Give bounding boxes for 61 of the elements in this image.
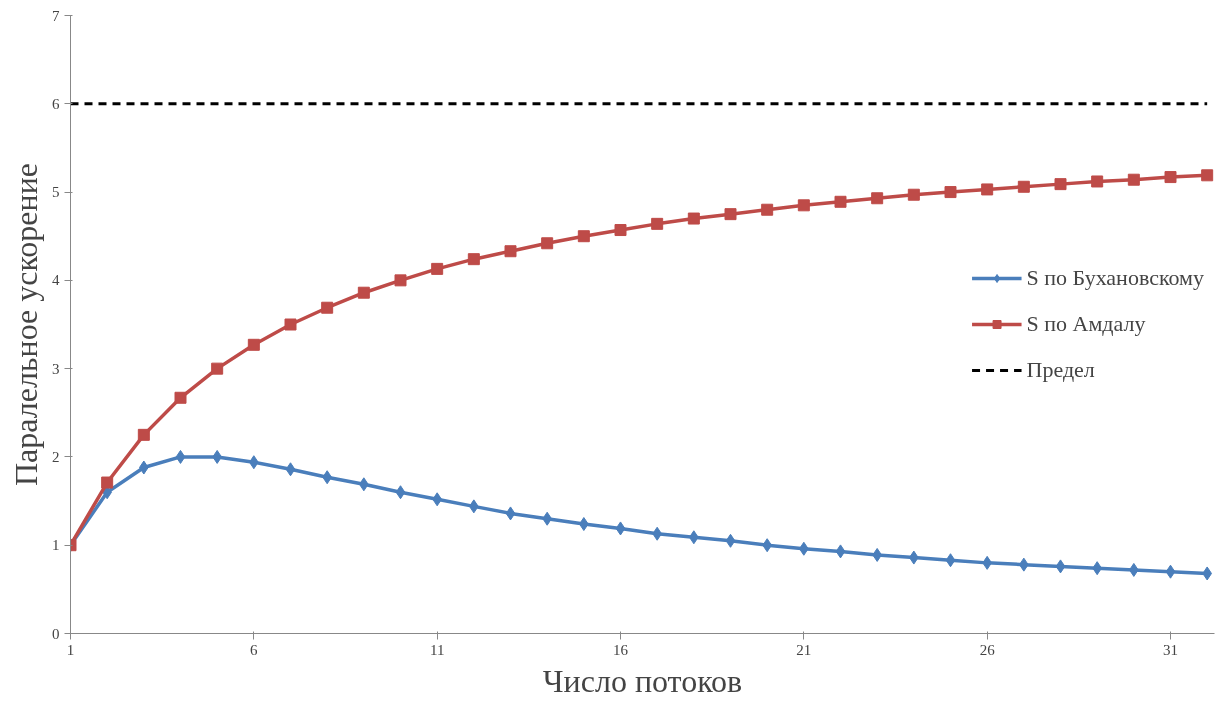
point <box>247 338 260 351</box>
point <box>1165 564 1176 579</box>
point <box>797 199 810 212</box>
point <box>614 224 627 237</box>
point <box>761 203 774 216</box>
point <box>615 521 626 536</box>
point <box>1055 559 1066 574</box>
point <box>175 449 186 464</box>
legend-label: S по Амдалу <box>1026 311 1146 337</box>
point <box>395 485 406 500</box>
point <box>945 553 956 568</box>
legend-label: Предел <box>1026 357 1095 383</box>
point <box>687 212 700 225</box>
point <box>541 237 554 250</box>
point <box>871 192 884 205</box>
point <box>284 318 297 331</box>
x-axis-title: Число потоков <box>542 662 743 699</box>
point <box>724 208 737 221</box>
point <box>834 195 847 208</box>
point <box>835 544 846 559</box>
point <box>944 186 957 199</box>
legend-label: S по Бухановскому <box>1026 265 1204 291</box>
point <box>321 301 334 314</box>
point <box>1017 180 1030 193</box>
y-axis-title: Паралельное ускорение <box>8 162 44 487</box>
point <box>907 188 920 201</box>
point <box>431 262 444 275</box>
point <box>137 428 150 441</box>
point <box>505 506 516 521</box>
x-tick-label: 6 <box>250 641 259 658</box>
y-tick-label: 3 <box>52 360 60 377</box>
point <box>651 217 664 230</box>
point <box>1164 171 1177 184</box>
point <box>1091 175 1104 188</box>
point <box>1127 173 1140 186</box>
y-tick-label: 2 <box>52 448 60 465</box>
y-tick-label: 5 <box>52 184 60 201</box>
y-tick-label: 6 <box>52 95 60 112</box>
point <box>394 274 407 287</box>
y-tick-label: 1 <box>52 537 60 554</box>
point <box>211 362 224 375</box>
y-tick-label: 0 <box>52 625 60 642</box>
point <box>101 476 114 489</box>
y-tick-label: 7 <box>52 7 60 24</box>
point <box>467 253 480 266</box>
point <box>504 245 517 258</box>
x-tick-label: 16 <box>613 641 629 658</box>
point <box>1201 169 1214 182</box>
point <box>981 183 994 196</box>
point <box>357 286 370 299</box>
point <box>285 462 296 477</box>
point <box>174 391 187 404</box>
point <box>1054 178 1067 191</box>
y-tick-label: 4 <box>52 272 60 289</box>
x-tick-label: 11 <box>429 641 445 658</box>
x-tick-label: 21 <box>796 641 812 658</box>
x-tick-label: 26 <box>979 641 996 658</box>
x-tick-label: 31 <box>1163 641 1178 658</box>
point <box>577 230 590 243</box>
point <box>725 533 736 548</box>
x-tick-label: 1 <box>66 641 75 658</box>
